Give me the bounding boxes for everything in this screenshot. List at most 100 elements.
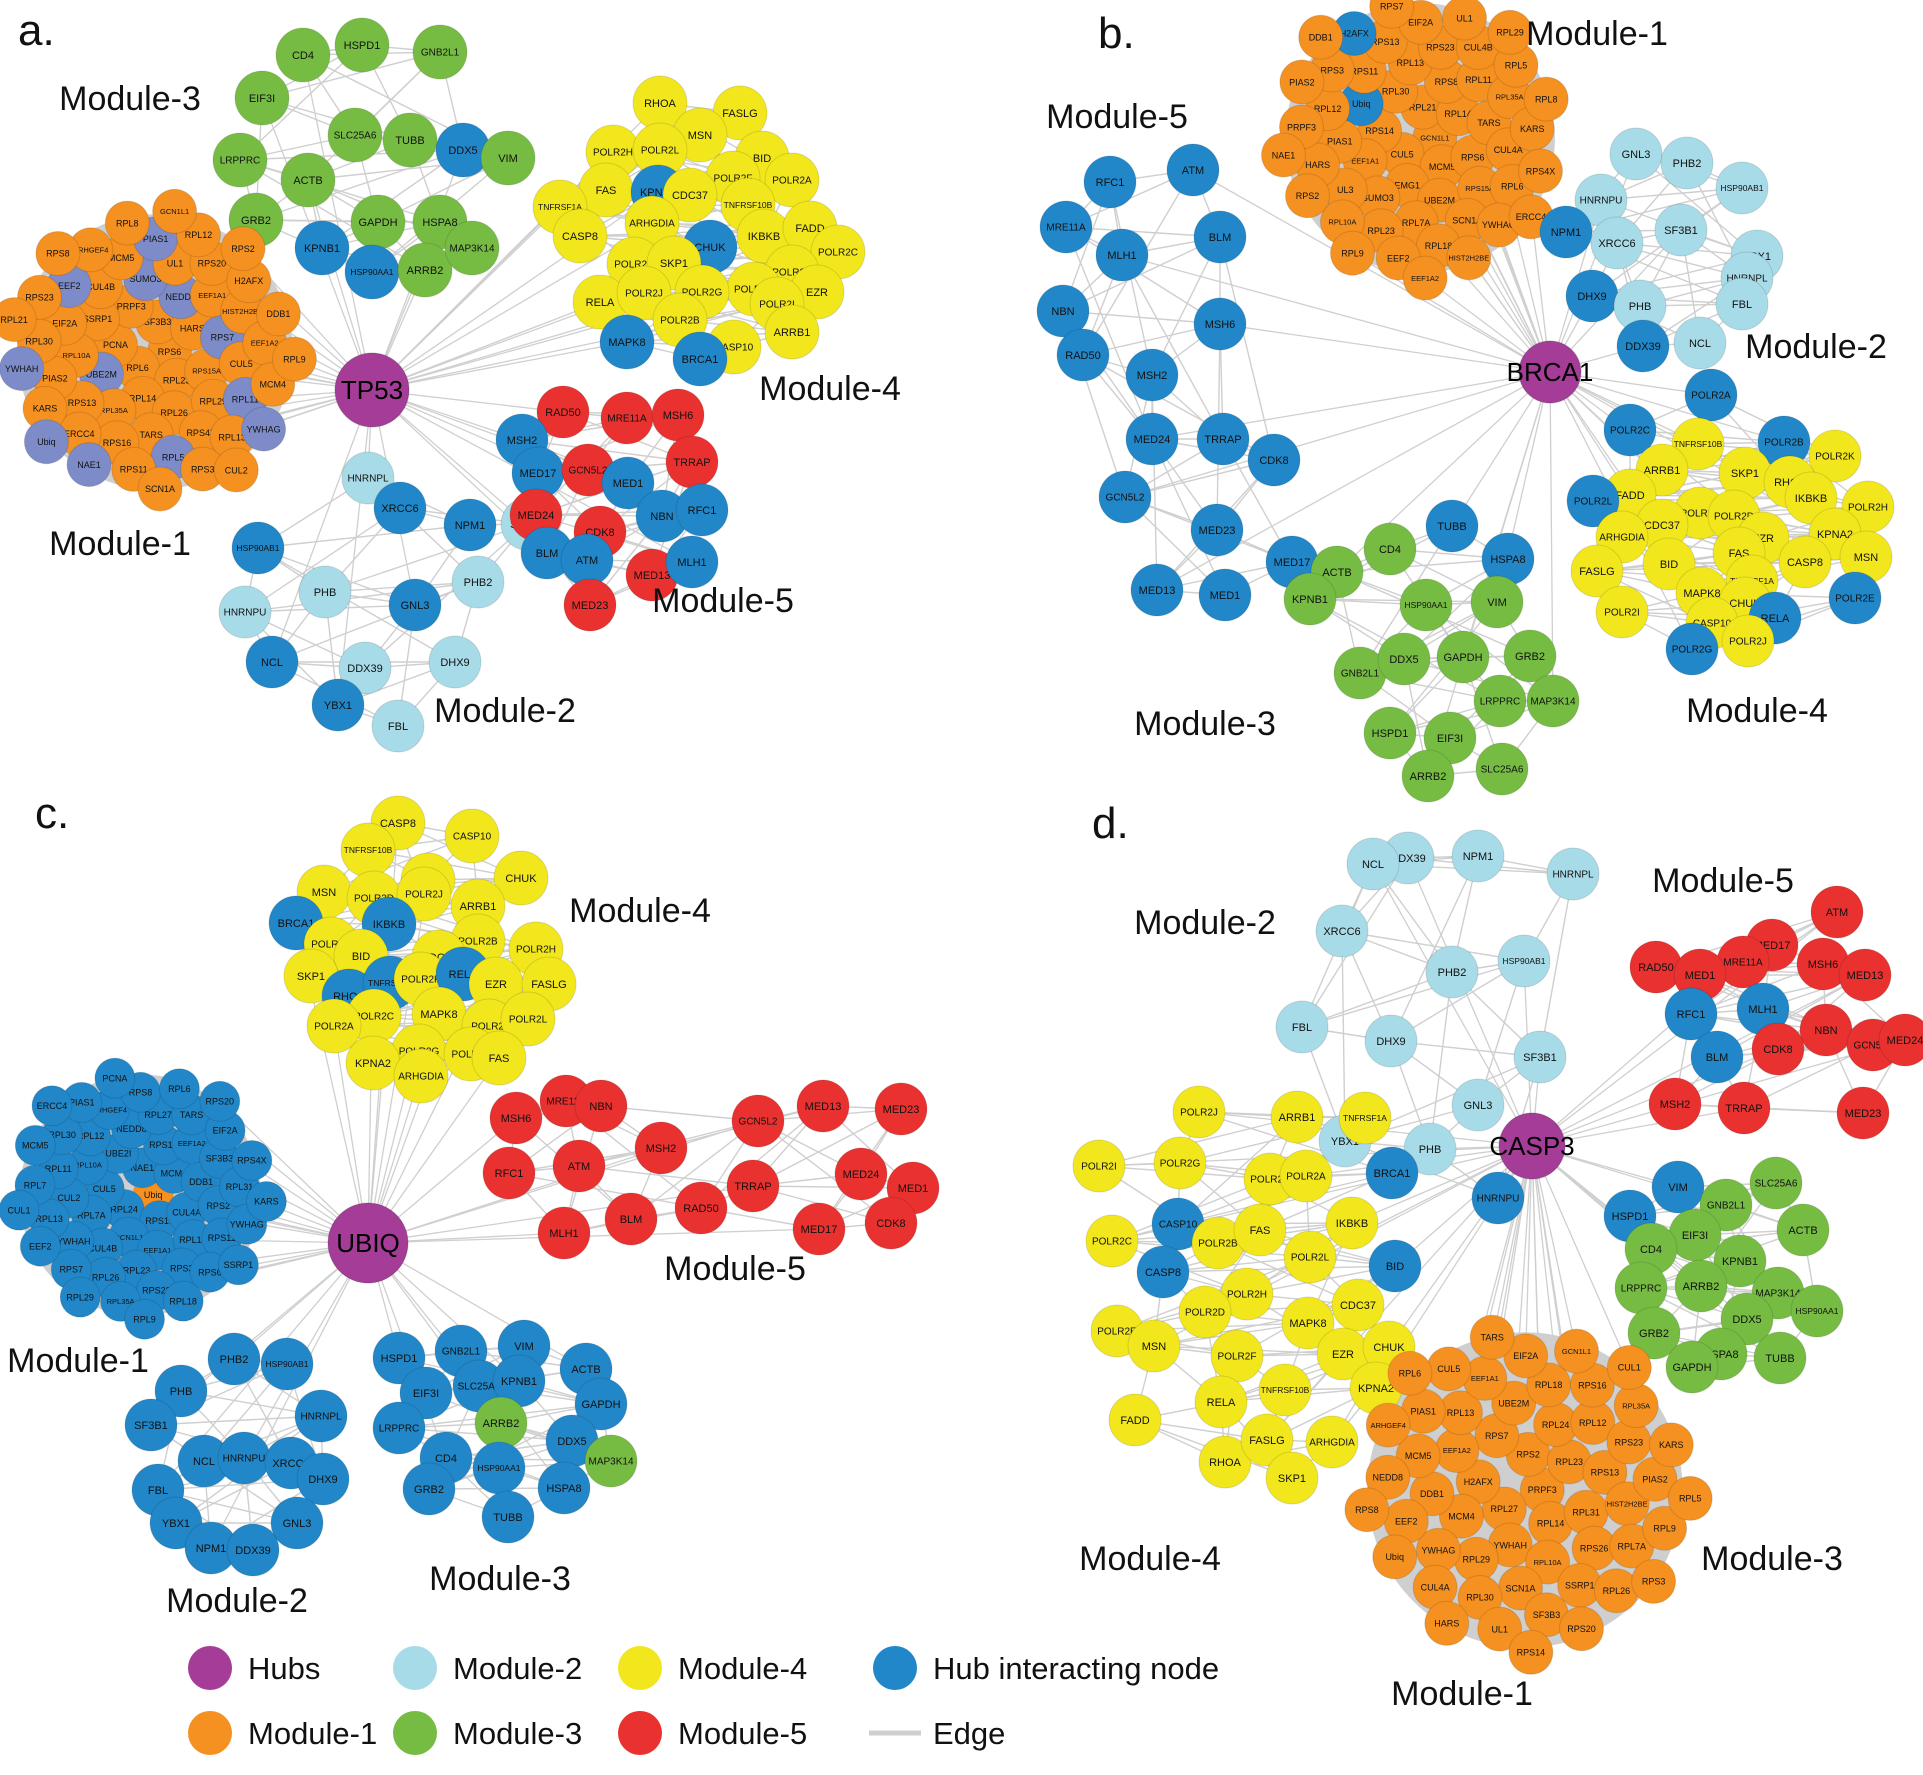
node-MSH6[interactable] [1193, 297, 1247, 351]
node-CDC37[interactable] [662, 167, 718, 223]
node-FADD[interactable] [1108, 1393, 1162, 1447]
node-UL1[interactable] [1442, 0, 1487, 41]
node-BRCA1[interactable] [672, 331, 728, 387]
node-FASLG[interactable] [1570, 544, 1624, 598]
node-MED24[interactable] [1125, 412, 1179, 466]
node-TNFRSF10B[interactable] [1258, 1363, 1312, 1417]
node-POLR2A[interactable] [764, 152, 820, 208]
node-PHB[interactable] [1403, 1122, 1457, 1176]
node-HSP90AA1[interactable] [1790, 1284, 1844, 1338]
node-RPS2[interactable] [220, 226, 266, 272]
node-SSRP1[interactable] [217, 1244, 259, 1286]
node-YWHAH[interactable] [0, 346, 45, 392]
node-SCN1A[interactable] [137, 466, 183, 512]
node-POLR2I[interactable] [1595, 585, 1649, 639]
node-ATM[interactable] [1810, 885, 1864, 939]
node-MRE11A[interactable] [600, 391, 654, 445]
node-LRPPRC[interactable] [1614, 1261, 1668, 1315]
node-CUL2[interactable] [213, 447, 259, 493]
node-HNRNPU[interactable] [217, 1431, 271, 1485]
node-MED1[interactable] [1198, 568, 1252, 622]
node-HSP90AA1[interactable] [1399, 578, 1453, 632]
node-MAP3K14[interactable] [444, 220, 500, 276]
node-POLR2A[interactable] [306, 998, 362, 1054]
node-DDX39[interactable] [338, 641, 392, 695]
node-ATM[interactable] [1166, 143, 1220, 197]
node-RPL9[interactable] [271, 336, 317, 382]
node-NCL[interactable] [1673, 316, 1727, 370]
node-SKP1[interactable] [1265, 1451, 1319, 1505]
node-HSP90AB1[interactable] [1715, 161, 1769, 215]
node-MSH2[interactable] [1125, 348, 1179, 402]
node-RAD50[interactable] [1629, 940, 1683, 994]
node-FAS[interactable] [1233, 1203, 1287, 1257]
node-HSPD1[interactable] [372, 1331, 426, 1385]
node-UL1[interactable] [1477, 1606, 1523, 1652]
node-POLR2K[interactable] [1808, 429, 1862, 483]
node-RPL8[interactable] [1523, 76, 1569, 122]
node-EIF3I[interactable] [399, 1366, 453, 1420]
node-RFC1[interactable] [675, 483, 729, 537]
node-RFC1[interactable] [1083, 155, 1137, 209]
node-FAS[interactable] [471, 1030, 527, 1086]
node-RPL29[interactable] [1487, 9, 1533, 55]
node-MED24[interactable] [834, 1147, 888, 1201]
node-NCL[interactable] [245, 635, 299, 689]
node-POLR2D[interactable] [1178, 1285, 1232, 1339]
hub-node-BRCA1[interactable] [1518, 340, 1582, 404]
node-EEF1A2[interactable] [1434, 1428, 1480, 1473]
node-CDK8[interactable] [1247, 433, 1301, 487]
node-RELA[interactable] [1194, 1375, 1248, 1429]
node-RPS3[interactable] [1631, 1558, 1677, 1604]
node-POLR2J[interactable] [1721, 614, 1775, 668]
node-RPS8[interactable] [35, 231, 81, 276]
node-HIST2H2BE[interactable] [1446, 235, 1492, 281]
node-DHX9[interactable] [296, 1452, 350, 1506]
node-NAE1[interactable] [66, 442, 112, 488]
node-POLR2E[interactable] [1828, 571, 1882, 625]
node-ARHGDIA[interactable] [1305, 1415, 1359, 1469]
node-RHOA[interactable] [1198, 1435, 1252, 1489]
node-ARRB2[interactable] [1401, 749, 1455, 803]
node-CASP10[interactable] [444, 808, 500, 864]
node-GCN1L1[interactable] [152, 188, 198, 234]
node-RPL10A[interactable] [1525, 1539, 1571, 1585]
node-PHB2[interactable] [1660, 136, 1714, 190]
node-MED17[interactable] [792, 1202, 846, 1256]
node-TUBB[interactable] [1425, 499, 1479, 553]
node-MED1[interactable] [601, 456, 655, 510]
hub-node-TP53[interactable] [334, 352, 410, 428]
node-DDX5[interactable] [1377, 632, 1431, 686]
node-HSP90AB1[interactable] [260, 1337, 314, 1391]
node-CUL1[interactable] [1606, 1345, 1652, 1390]
node-CUL5[interactable] [1426, 1346, 1472, 1392]
node-SLC25A6[interactable] [1475, 742, 1529, 796]
node-MSH6[interactable] [651, 388, 705, 442]
node-SLC25A6[interactable] [327, 107, 383, 163]
node-MED24[interactable] [1878, 1013, 1923, 1067]
node-PHB[interactable] [154, 1364, 208, 1418]
node-MLH1[interactable] [665, 535, 719, 589]
node-CDC37[interactable] [1331, 1278, 1385, 1332]
node-RPL9[interactable] [1330, 230, 1375, 276]
node-CASP8[interactable] [552, 208, 608, 264]
node-ARRB1[interactable] [764, 304, 820, 360]
node-PHB[interactable] [298, 565, 352, 619]
node-RPL21[interactable] [0, 297, 37, 343]
node-RPL9[interactable] [1642, 1505, 1688, 1551]
node-DDB1[interactable] [255, 291, 301, 337]
node-Ubiq[interactable] [23, 419, 69, 465]
node-KPNB1[interactable] [1283, 572, 1337, 626]
node-PHB2[interactable] [207, 1332, 261, 1386]
node-FBL[interactable] [1275, 1000, 1329, 1054]
node-KPNA2[interactable] [345, 1035, 401, 1091]
node-KPNB1[interactable] [294, 220, 350, 276]
node-RAD50[interactable] [536, 385, 590, 439]
node-HNRNPU[interactable] [218, 585, 272, 639]
node-MED13[interactable] [1838, 948, 1892, 1002]
node-GCN1L1[interactable] [1554, 1328, 1599, 1374]
node-BRCA1[interactable] [1365, 1146, 1419, 1200]
node-GCN5L2[interactable] [731, 1094, 785, 1148]
node-GAPDH[interactable] [1665, 1340, 1719, 1394]
node-ATM[interactable] [552, 1139, 606, 1193]
